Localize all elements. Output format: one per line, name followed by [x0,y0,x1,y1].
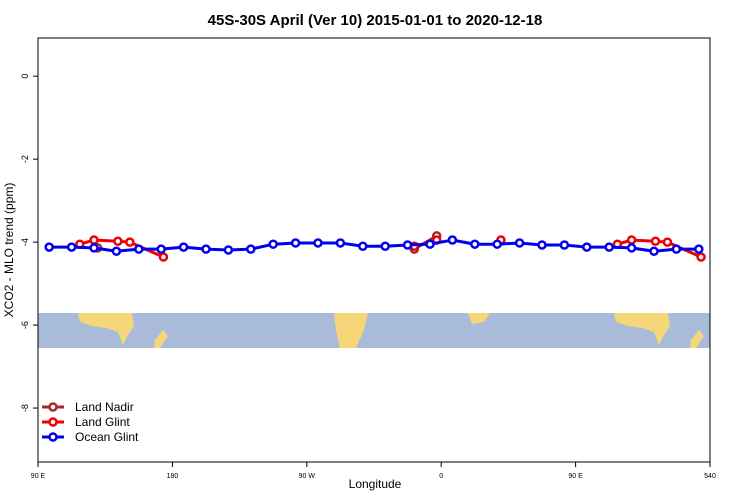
series-point [125,237,135,247]
series-point [89,243,99,253]
series-point [604,242,614,252]
x-tick-label: 0 [439,473,443,480]
series-point [447,235,458,245]
series-point [694,244,704,254]
series-point [223,245,234,255]
y-tick-label: 0 [20,74,30,79]
series-point [113,236,123,247]
series-point [268,239,278,249]
legend-label: Land Glint [75,415,130,429]
series-point [380,241,390,252]
series-point [626,235,637,245]
land-shape [690,330,704,348]
y-axis-label: XCO2 - MLO trend (ppm) [2,183,16,318]
legend-label: Land Nadir [75,400,134,414]
series-point [358,241,368,252]
series-point [402,240,413,250]
series-point [66,242,77,252]
land-shape [334,313,368,348]
series-point [492,239,502,249]
series-point [626,243,637,253]
series-point [201,244,211,254]
series-point [134,244,144,254]
land-shape [78,313,134,345]
legend-point [48,432,58,442]
series-point [44,242,54,252]
y-tick-label: -6 [20,321,30,329]
legend-point [48,402,58,412]
series-point [650,236,661,247]
series-point [158,252,169,262]
x-tick-label: 90 E [31,473,46,480]
series-point [313,238,323,248]
series-point [514,238,525,248]
series-point [470,239,480,249]
series-point [156,244,166,254]
series-point [246,244,256,254]
land-shape [468,313,490,324]
series-line [49,238,699,253]
series-point [649,246,659,256]
plot-frame [37,37,711,463]
chart-title: 45S-30S April (Ver 10) 2015-01-01 to 202… [208,12,543,29]
legend-label: Ocean Glint [75,430,139,444]
x-tick-label: 540 [704,473,716,480]
x-axis-label: Longitude [349,477,402,491]
y-tick-label: -2 [20,155,30,163]
series-point [671,244,682,254]
series-point [662,237,673,247]
series-point [335,238,346,248]
y-tick-label: -4 [20,238,30,246]
ocean-background [38,313,710,348]
series-point [89,235,99,245]
series-point [425,239,435,249]
land-shape [154,330,168,348]
x-tick-label: 90 E [568,473,583,480]
series-point [290,238,301,248]
series-point [696,252,706,262]
series-point [111,246,122,256]
series-point [559,240,570,250]
series-point [582,242,592,252]
map-strip [38,313,710,348]
x-tick-label: 90 W [299,473,316,480]
legend-point [48,417,58,427]
y-tick-label: -8 [20,404,30,412]
series-point [178,242,189,252]
x-tick-label: 180 [167,473,179,480]
land-shape [614,313,670,345]
series-point [537,240,547,250]
